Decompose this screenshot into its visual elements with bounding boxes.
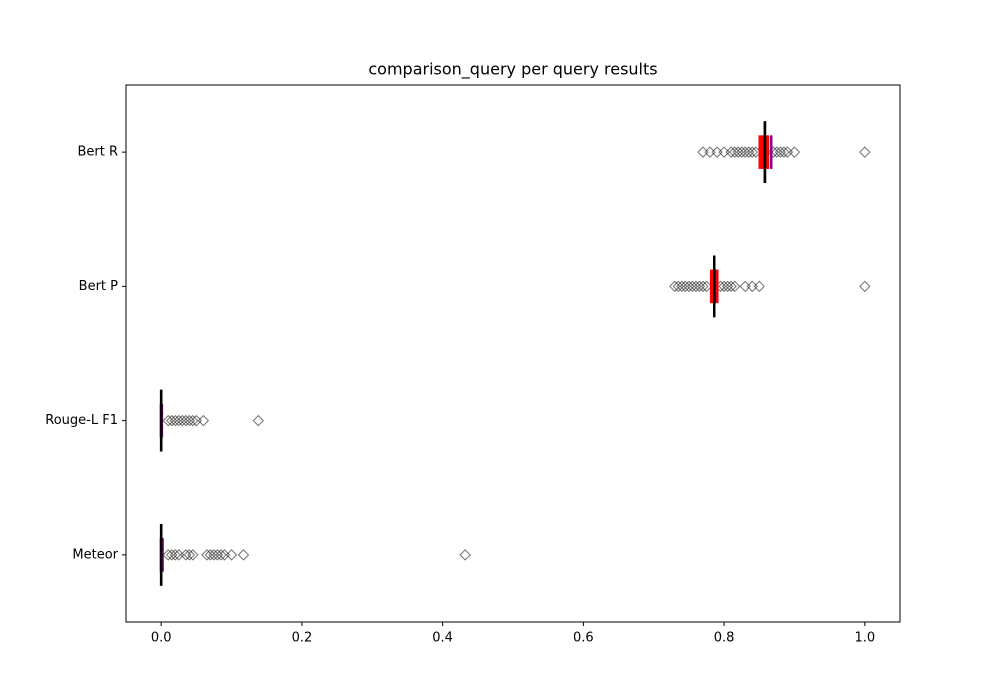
flier: [774, 146, 787, 158]
flier: [180, 549, 192, 561]
flier: [859, 146, 871, 158]
flier: [197, 414, 210, 427]
flier: [211, 549, 224, 561]
y-tick-label: Meteor: [72, 547, 118, 562]
flier: [697, 280, 709, 293]
flier: [753, 280, 765, 293]
flier: [859, 280, 871, 293]
flier: [697, 146, 709, 158]
y-tick-label: Rouge-L F1: [45, 413, 118, 428]
flier: [166, 549, 178, 561]
x-tick-label: 0.6: [573, 631, 594, 646]
flier: [746, 146, 758, 158]
flier: [190, 414, 203, 427]
flier: [739, 280, 751, 293]
flier: [252, 414, 264, 427]
flier: [743, 146, 755, 158]
flier: [183, 414, 196, 427]
flier: [237, 549, 250, 561]
flier: [218, 549, 231, 561]
flier: [693, 280, 706, 293]
flier: [183, 549, 196, 561]
x-tick-label: 0.8: [714, 631, 735, 646]
y-tick-label: Bert P: [79, 279, 118, 294]
x-tick-label: 0.2: [292, 631, 313, 646]
plot-frame: [125, 84, 901, 623]
x-tick-label: 1.0: [854, 631, 875, 646]
flier: [746, 280, 758, 293]
flier: [725, 280, 737, 293]
flier: [704, 146, 716, 158]
y-tick-label: Bert R: [77, 145, 118, 160]
flier: [187, 549, 199, 561]
flier: [721, 280, 734, 293]
x-tick-label: 0.0: [151, 631, 172, 646]
flier: [788, 146, 801, 158]
x-tick-label: 0.4: [432, 631, 453, 646]
chart-title: comparison_query per query results: [368, 60, 657, 80]
flier: [711, 146, 723, 158]
flier: [459, 549, 471, 561]
flier: [225, 549, 238, 561]
flier: [781, 146, 794, 158]
